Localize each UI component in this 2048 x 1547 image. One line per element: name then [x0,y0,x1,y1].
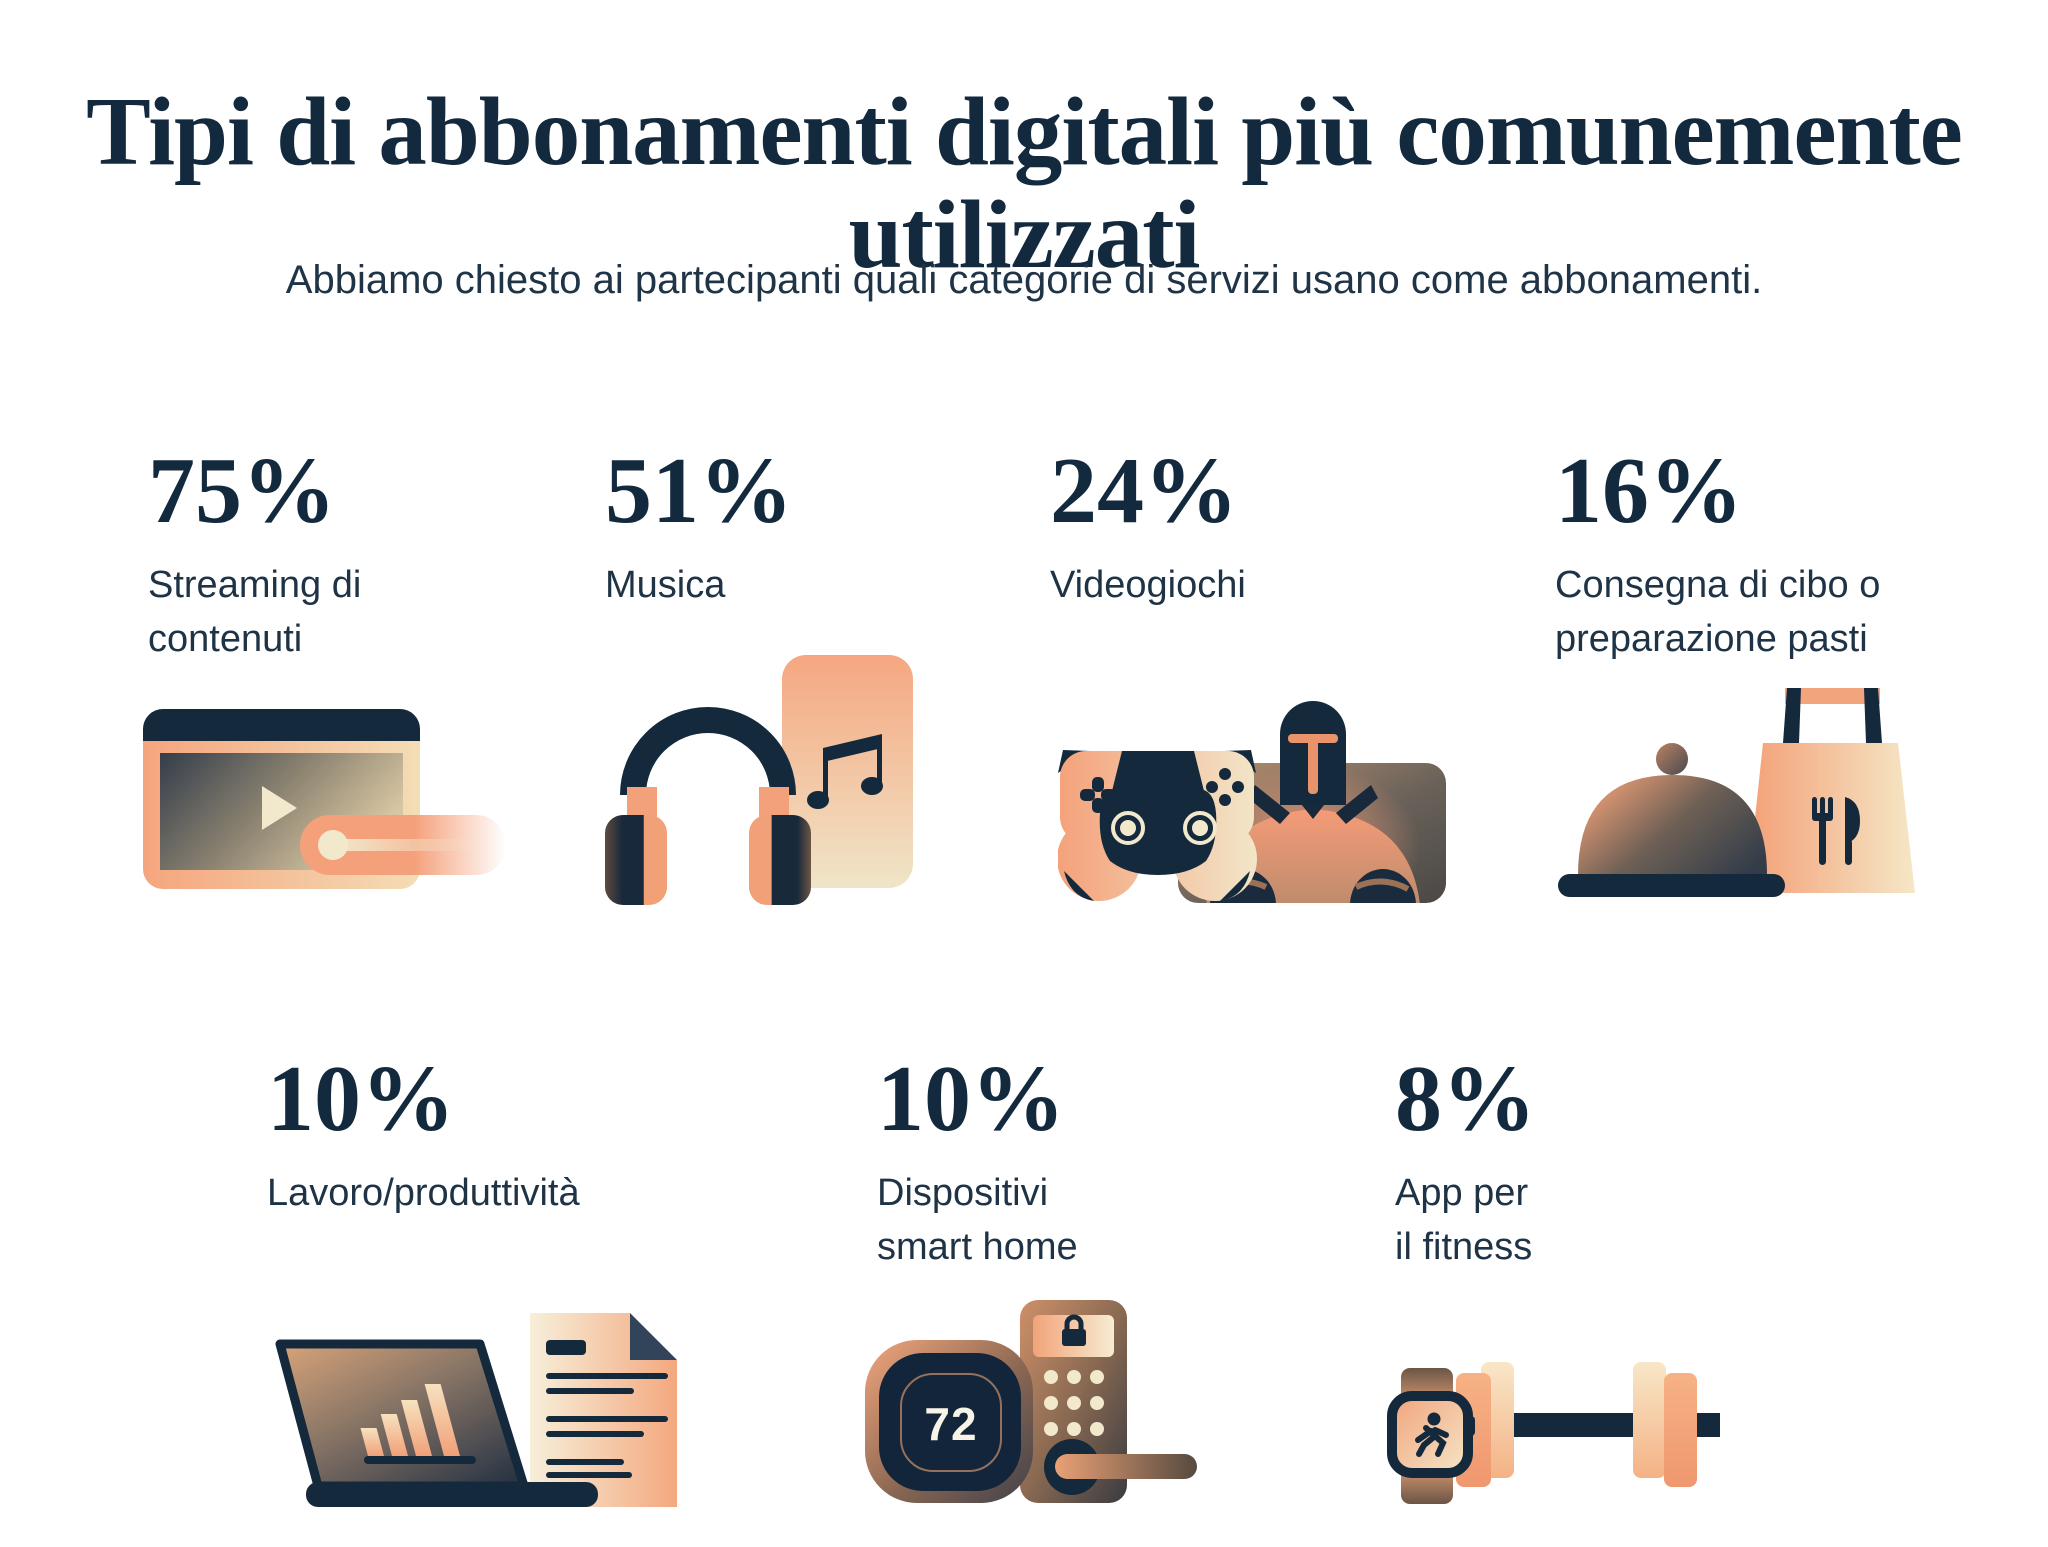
stat-label: Musica [605,564,726,607]
smart-home-icon: 72 [863,1295,1203,1510]
stat-label: Dispositivi smart home [877,1172,1078,1269]
fitness-icon [1385,1360,1720,1510]
work-productivity-icon [268,1310,683,1515]
thermostat-temperature: 72 [924,1398,977,1450]
stat-value: 75% [148,439,336,543]
stat-label: App per il fitness [1395,1172,1533,1269]
page-title: Tipi di abbonamenti digitali più comunem… [86,77,1963,288]
stat-music: 51% Musica [605,439,1075,1060]
stat-value: 16% [1555,439,1743,543]
stat-streaming: 75% Streaming di contenuti [143,439,618,1060]
stat-value: 8% [1395,1047,1536,1151]
stat-label: Streaming di contenuti [148,564,362,661]
stat-value: 24% [1050,439,1238,543]
page-subtitle: Abbiamo chiesto ai partecipanti quali ca… [285,258,1763,302]
stat-work-productivity: 10% Lavoro/produttività [267,1047,737,1547]
food-delivery-icon [1556,685,1921,900]
videogames-icon [1058,693,1450,908]
stat-videogames: 24% Videogiochi [1050,439,1520,1060]
stat-label: Consegna di cibo o preparazione pasti [1555,564,1881,661]
stat-smart-home: 10% Dispositivi smart home [865,1047,1347,1547]
music-icon [605,653,920,908]
streaming-icon [143,700,513,900]
stat-label: Videogiochi [1050,564,1246,607]
stat-fitness: 8% App per il fitness [1387,1047,1865,1547]
stat-value: 51% [605,439,793,543]
stat-food-delivery: 16% Consegna di cibo o preparazione past… [1555,439,2025,1060]
stat-value: 10% [877,1047,1065,1151]
stat-label: Lavoro/produttività [267,1172,580,1215]
stat-value: 10% [267,1047,455,1151]
